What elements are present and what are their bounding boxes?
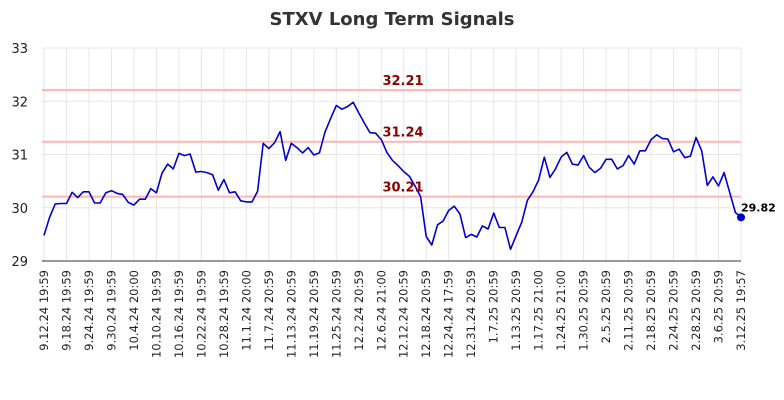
x-tick-label: 12.24.24 17:59 <box>442 270 456 358</box>
y-tick-label: 32 <box>11 95 28 110</box>
x-tick-label: 1.24.25 21:00 <box>554 270 568 351</box>
y-tick-label: 33 <box>11 42 28 57</box>
x-tick-label: 10.22.24 19:59 <box>194 270 208 358</box>
last-value-label: 29.82 <box>741 201 776 214</box>
labels: 32.21 31.24 30.21 29.82 <box>382 74 775 214</box>
x-tick-label: 1.17.25 21:00 <box>532 270 546 351</box>
x-tick-label: 9.24.24 19:59 <box>82 270 96 351</box>
reference-label: 32.21 <box>382 74 423 89</box>
x-tick-label: 2.24.25 20:59 <box>667 270 681 351</box>
x-tick-label: 11.1.24 20:00 <box>239 270 253 351</box>
x-tick-label: 10.16.24 19:59 <box>172 270 186 358</box>
series <box>43 101 745 251</box>
y-tick-label: 31 <box>11 149 28 164</box>
axes: 29 30 31 32 33 9.12.24 19:59 9.18.24 19:59 9.24… <box>11 42 748 358</box>
reference-label: 30.21 <box>382 181 423 196</box>
x-tick-label: 12.12.24 20:59 <box>397 270 411 358</box>
x-tick-label: 1.30.25 20:59 <box>577 270 591 351</box>
x-tick-label: 3.12.25 19:57 <box>734 270 748 351</box>
chart-title: STXV Long Term Signals <box>270 9 515 30</box>
x-tick-label: 12.2.24 20:59 <box>352 270 366 351</box>
x-tick-label: 9.18.24 19:59 <box>59 270 73 351</box>
x-tick-label: 9.30.24 19:59 <box>104 270 118 351</box>
y-tick-label: 29 <box>11 255 28 270</box>
series-line <box>43 101 742 251</box>
x-tick-label: 2.18.25 20:59 <box>644 270 658 351</box>
x-tick-label: 11.25.24 20:59 <box>329 270 343 358</box>
x-tick-label: 12.31.24 20:59 <box>464 270 478 358</box>
reference-lines <box>42 89 741 198</box>
x-tick-label: 10.28.24 19:59 <box>217 270 231 358</box>
x-tick-label: 2.11.25 20:59 <box>622 270 636 351</box>
y-tick-label: 30 <box>11 202 28 217</box>
x-tick-label: 9.12.24 19:59 <box>37 270 51 351</box>
x-tick-label: 10.4.24 20:00 <box>127 270 141 351</box>
x-tick-label: 12.18.24 20:59 <box>419 270 433 358</box>
x-tick-label: 1.7.25 20:59 <box>487 270 501 343</box>
x-tick-label: 3.6.25 20:59 <box>712 270 726 343</box>
x-tick-label: 11.7.24 20:59 <box>262 270 276 351</box>
x-tick-label: 10.10.24 19:59 <box>149 270 163 358</box>
last-point-marker <box>737 213 745 222</box>
reference-label: 31.24 <box>382 126 423 141</box>
x-tick-label: 11.19.24 20:59 <box>307 270 321 358</box>
x-tick-label: 1.13.25 20:59 <box>509 270 523 351</box>
x-tick-label: 11.13.24 20:59 <box>284 270 298 358</box>
x-tick-label: 2.5.25 20:59 <box>599 270 613 343</box>
x-tick-label: 12.6.24 21:00 <box>374 270 388 351</box>
x-tick-label: 2.28.25 20:59 <box>689 270 703 351</box>
